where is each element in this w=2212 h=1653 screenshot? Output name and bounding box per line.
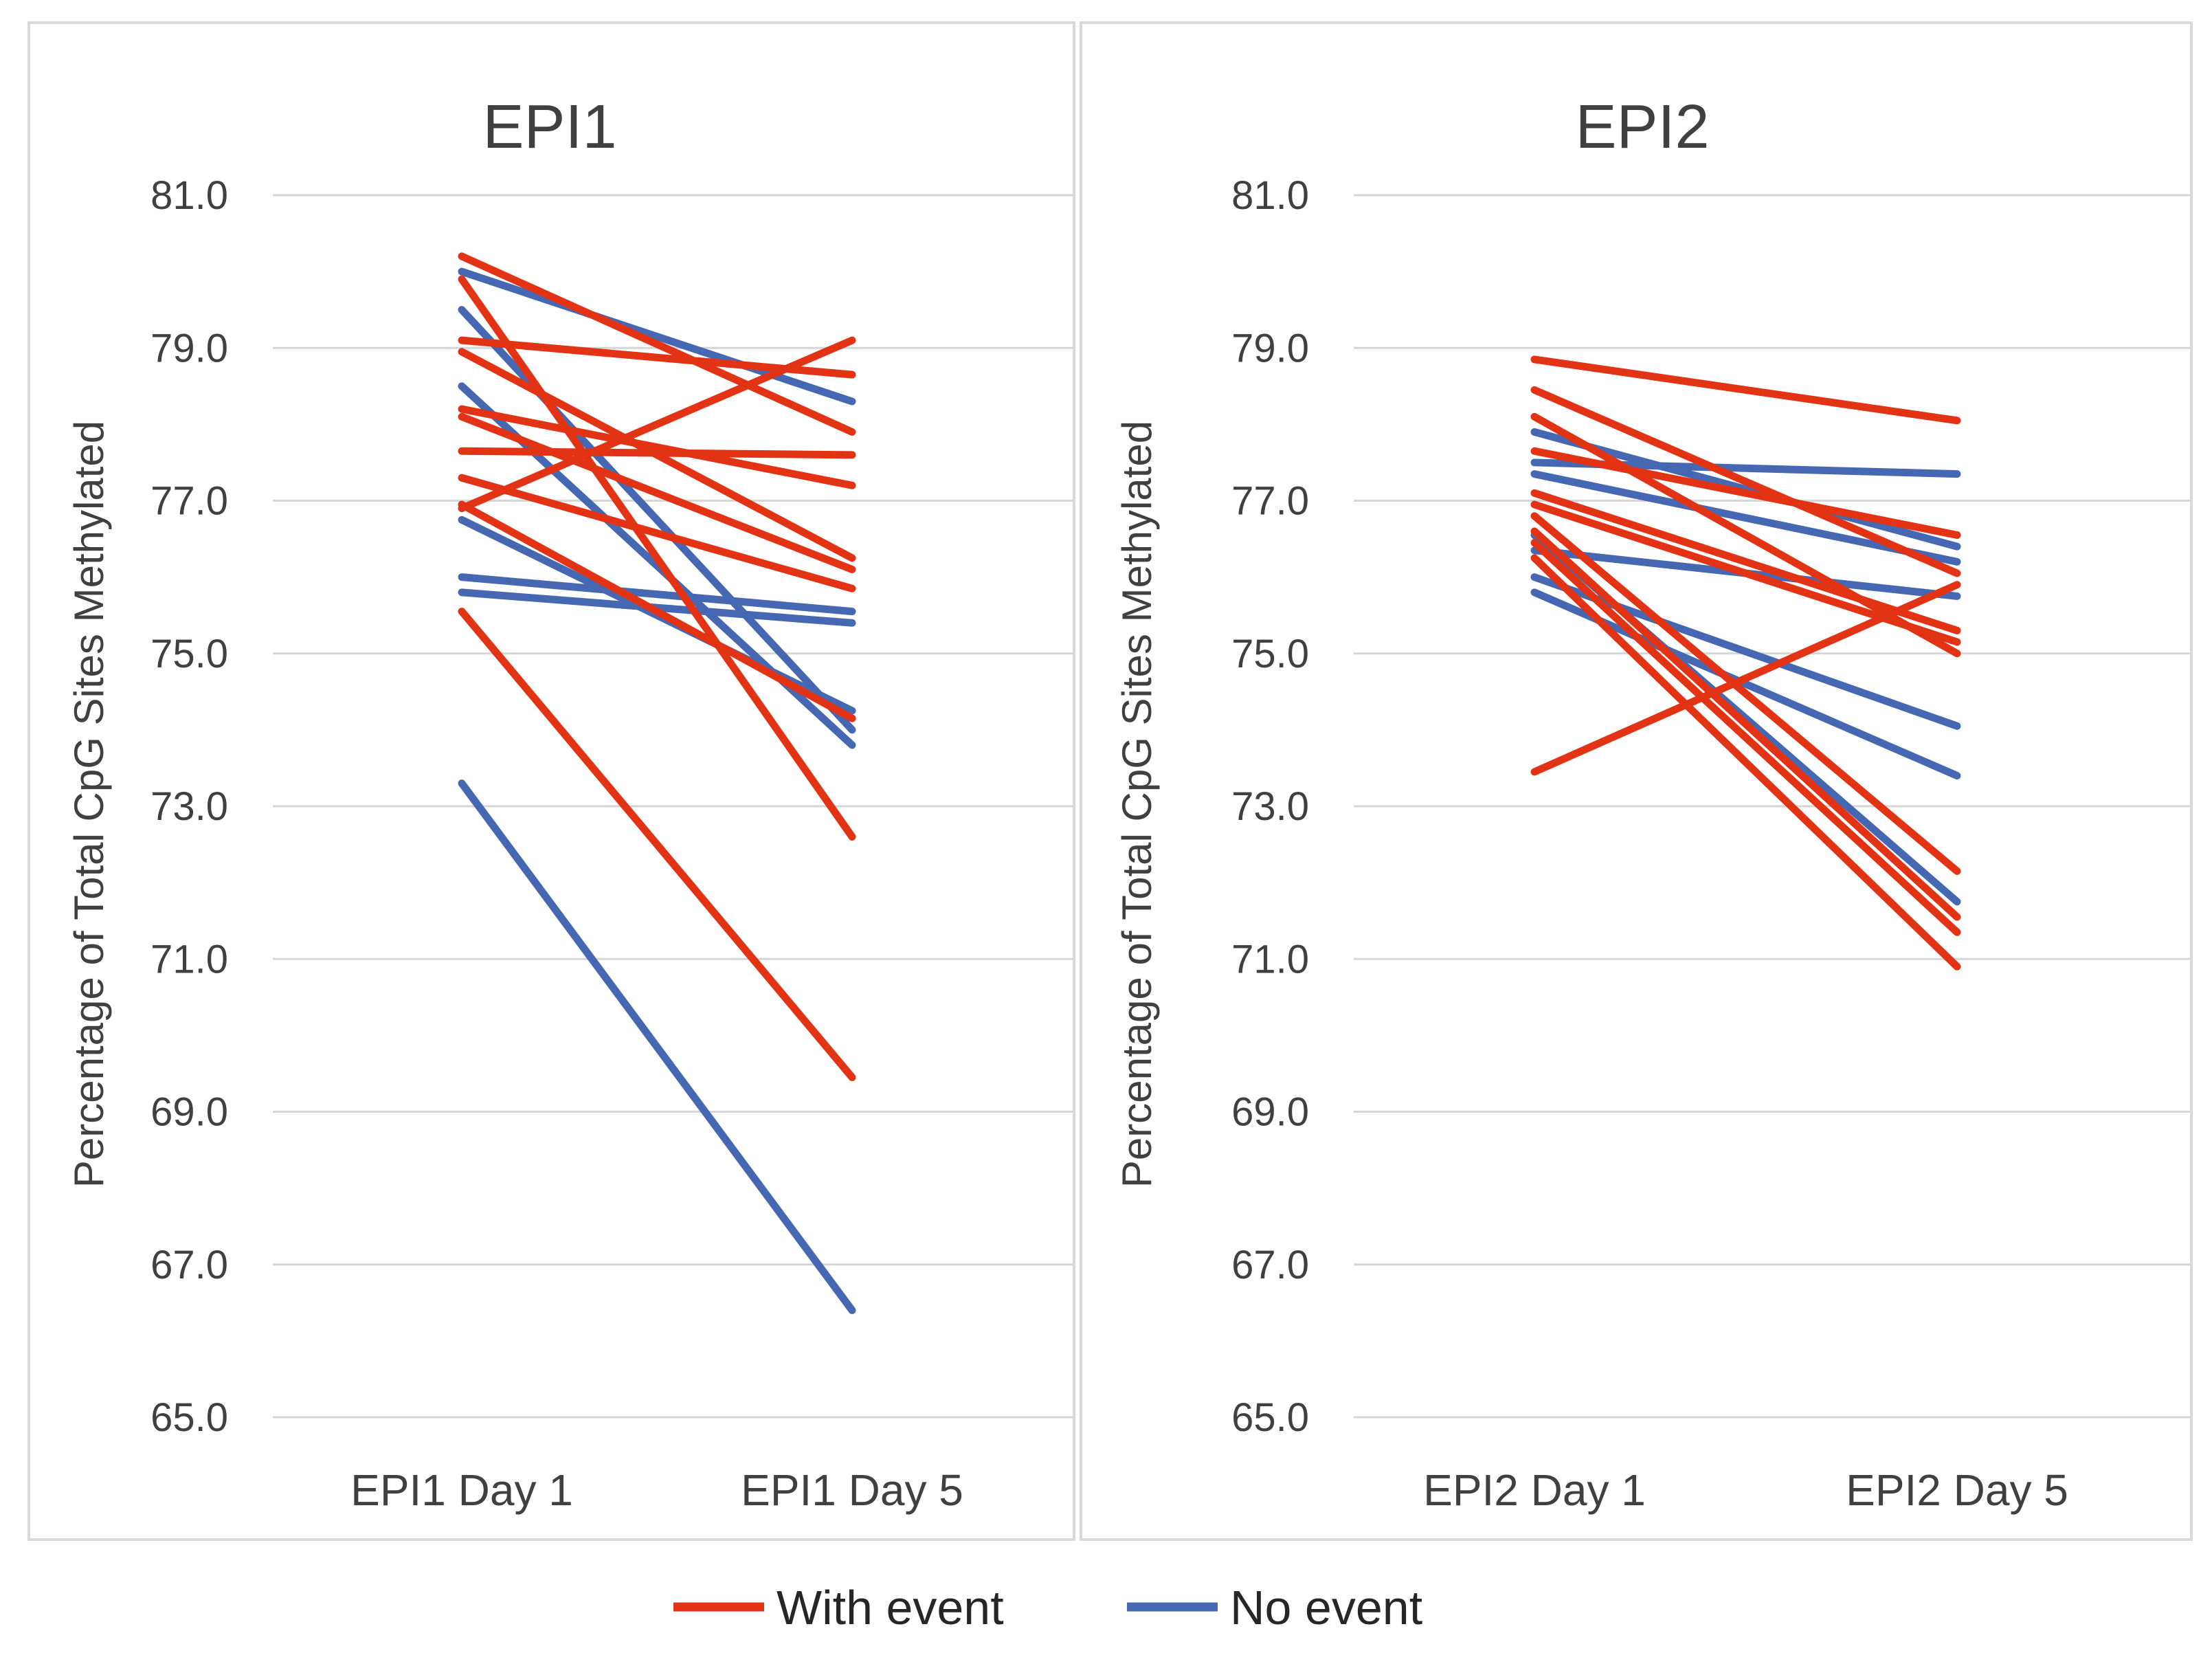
data-line-with-event: [1530, 539, 1961, 936]
y-tick-label: 75.0: [150, 632, 228, 676]
y-tick-label: 81.0: [150, 173, 228, 218]
data-line-with-event: [458, 336, 856, 513]
y-tick-labels-epi1: 81.0 79.0 77.0 75.0 73.0 71.0 69.0 67.0 65.0: [150, 173, 228, 1440]
data-line-with-event: [458, 275, 856, 841]
data-lines-epi1: [458, 252, 856, 1314]
data-line-with-event: [1530, 512, 1961, 875]
panel-border-epi2: [1080, 21, 2193, 1541]
data-line-with-event: [458, 412, 856, 574]
panel-title-epi1: EPI1: [482, 93, 616, 162]
data-line-with-event: [458, 608, 856, 1081]
data-line-no-event: [458, 306, 856, 734]
gridlines-epi1: [273, 194, 1073, 1419]
y-axis-title-epi1: Percentage of Total CpG Sites Methylated: [66, 421, 112, 1188]
x-label-epi2-day5: EPI2 Day 5: [1846, 1465, 2068, 1515]
y-tick-label: 67.0: [1231, 1243, 1309, 1287]
y-tick-label: 77.0: [150, 479, 228, 524]
y-tick-label: 75.0: [1231, 632, 1309, 676]
y-tick-label: 73.0: [150, 784, 228, 829]
x-label-epi1-day1: EPI1 Day 1: [350, 1465, 573, 1515]
data-line-no-event: [1530, 470, 1961, 566]
data-line-with-event: [458, 474, 856, 592]
y-tick-label: 79.0: [1231, 326, 1309, 370]
legend-label-no-event: No event: [1230, 1581, 1422, 1634]
y-tick-label: 65.0: [1231, 1395, 1309, 1440]
data-line-with-event: [458, 447, 856, 459]
data-line-with-event: [1530, 581, 1961, 776]
data-line-with-event: [1530, 527, 1961, 921]
y-tick-label: 67.0: [150, 1243, 228, 1287]
data-line-no-event: [458, 267, 856, 406]
data-line-no-event: [458, 779, 856, 1314]
data-lines-epi2: [1530, 355, 1961, 970]
data-line-no-event: [1530, 573, 1961, 730]
x-label-epi1-day5: EPI1 Day 5: [741, 1465, 963, 1515]
y-tick-label: 73.0: [1231, 784, 1309, 829]
data-line-with-event: [458, 500, 856, 722]
x-label-epi2-day1: EPI2 Day 1: [1423, 1465, 1646, 1515]
data-line-no-event: [458, 573, 856, 616]
gridlines-epi2: [1354, 194, 2190, 1419]
legend-label-with-event: With event: [777, 1581, 1004, 1634]
y-axis-title-epi2: Percentage of Total CpG Sites Methylated: [1114, 421, 1160, 1188]
data-line-with-event: [458, 405, 856, 489]
y-tick-label: 79.0: [150, 326, 228, 370]
data-line-with-event: [1530, 554, 1961, 970]
y-tick-label: 71.0: [150, 937, 228, 981]
panel-border-epi1: [27, 21, 1075, 1541]
y-tick-label: 71.0: [1231, 937, 1309, 981]
data-line-with-event: [458, 252, 856, 436]
y-tick-label: 65.0: [150, 1395, 228, 1440]
data-line-with-event: [1530, 447, 1961, 540]
data-line-with-event: [1530, 355, 1961, 425]
data-line-with-event: [1530, 386, 1961, 577]
y-tick-label: 77.0: [1231, 479, 1309, 524]
legend: With event No event: [673, 1581, 1422, 1634]
y-tick-label: 69.0: [150, 1090, 228, 1135]
y-tick-labels-epi2: 81.0 79.0 77.0 75.0 73.0 71.0 69.0 67.0 65.0: [1231, 173, 1309, 1440]
data-line-with-event: [1530, 489, 1961, 634]
y-tick-label: 69.0: [1231, 1090, 1309, 1135]
y-tick-label: 81.0: [1231, 173, 1309, 218]
panel-title-epi2: EPI2: [1575, 93, 1709, 162]
